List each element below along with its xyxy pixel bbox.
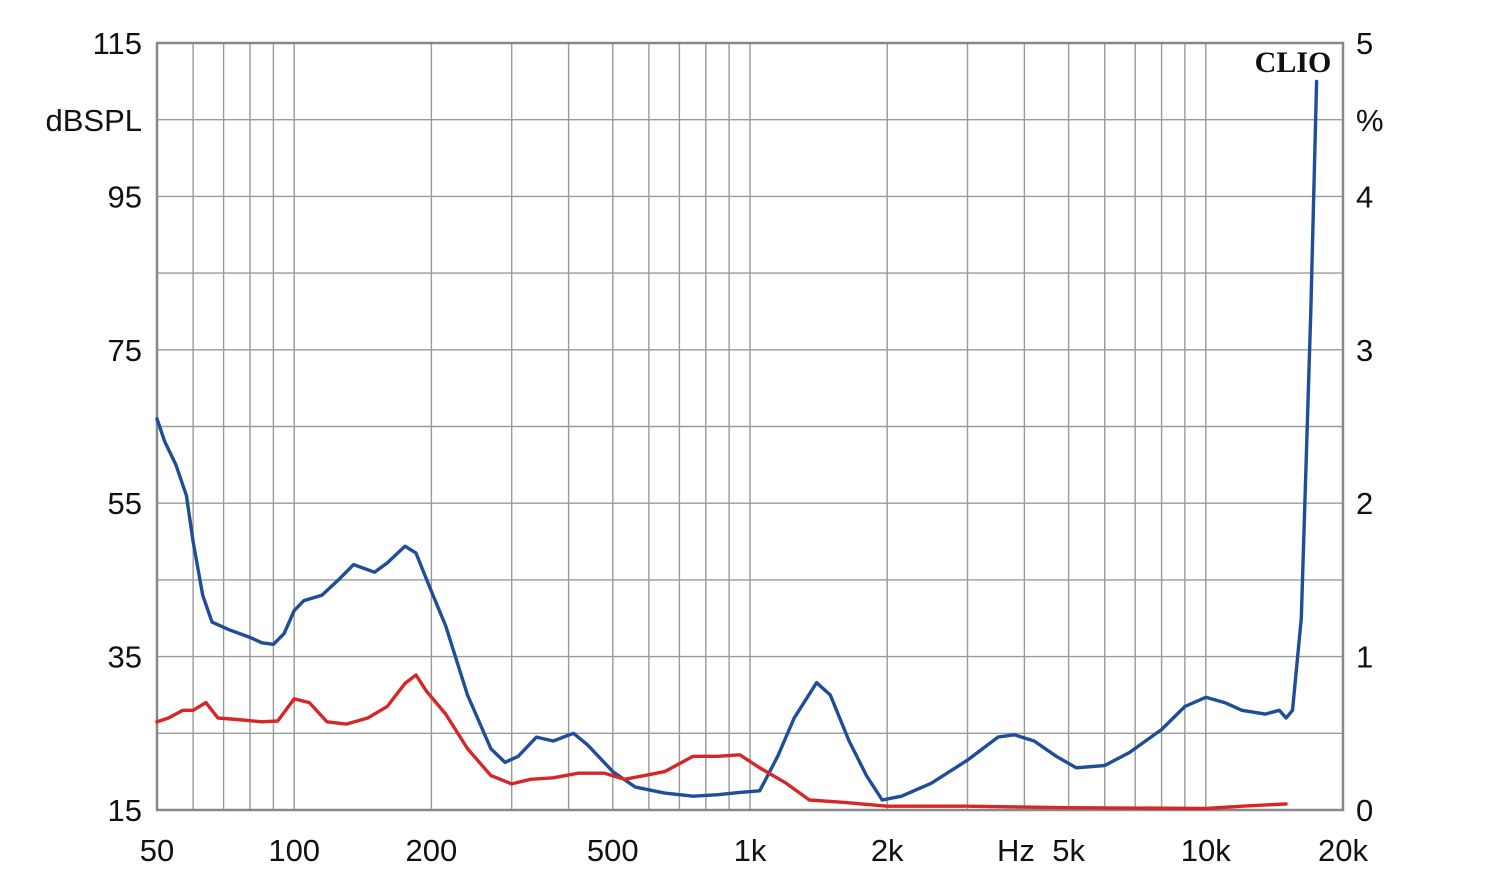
left-y-tick-label: 75 bbox=[108, 333, 142, 368]
left-y-tick-label: 55 bbox=[108, 486, 142, 521]
clio-brand-logo: CLIO bbox=[1255, 46, 1332, 79]
right-y-tick-label: 0 bbox=[1356, 793, 1373, 828]
left-y-tick-label: 115 bbox=[93, 26, 142, 61]
x-tick-label: 20k bbox=[1318, 833, 1368, 868]
left-y-tick-label: 15 bbox=[108, 793, 142, 828]
blue-response-curve bbox=[155, 79, 1319, 802]
right-y-tick-label: 4 bbox=[1356, 179, 1373, 214]
x-tick-label: 5k bbox=[1052, 833, 1085, 868]
right-y-tick-label: 2 bbox=[1356, 486, 1373, 521]
right-y-tick-label: 3 bbox=[1356, 333, 1373, 368]
x-tick-label: 1k bbox=[734, 833, 767, 868]
x-tick-label: 10k bbox=[1181, 833, 1231, 868]
axis-labels: dBSPL % Hz CLIO 50 100 200 500 1k 2k 5k 10k 20k1… bbox=[45, 26, 1383, 868]
right-y-tick-label: 1 bbox=[1356, 640, 1373, 675]
left-y-tick-label: 35 bbox=[108, 640, 142, 675]
left-axis-unit: dBSPL bbox=[45, 103, 142, 138]
left-y-tick-label: 95 bbox=[108, 179, 142, 214]
x-tick-label: 100 bbox=[268, 833, 320, 868]
x-tick-label: 50 bbox=[140, 833, 174, 868]
x-axis-unit: Hz bbox=[997, 833, 1035, 868]
red-response-curve bbox=[155, 673, 1288, 811]
x-tick-label: 2k bbox=[871, 833, 904, 868]
plot-frame bbox=[155, 41, 1345, 812]
plot-border bbox=[155, 41, 1345, 812]
x-tick-label: 200 bbox=[406, 833, 458, 868]
x-tick-label: 500 bbox=[587, 833, 639, 868]
right-y-tick-label: 5 bbox=[1356, 26, 1373, 61]
data-series bbox=[155, 79, 1319, 811]
right-axis-unit: % bbox=[1356, 103, 1384, 138]
grid-lines bbox=[157, 43, 1343, 810]
